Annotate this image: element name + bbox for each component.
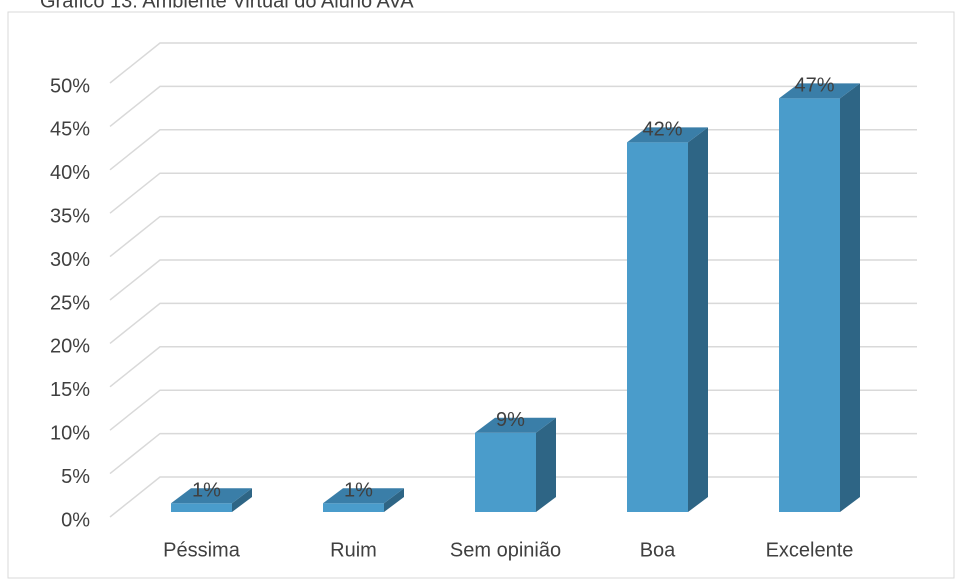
- data-label: 42%: [642, 119, 682, 141]
- data-label: 1%: [192, 479, 221, 501]
- bar-front: [779, 98, 840, 513]
- bar-front: [475, 432, 536, 512]
- bar-front: [323, 503, 384, 512]
- x-tick-label: Ruim: [330, 539, 377, 561]
- bar-top: [171, 488, 252, 504]
- y-tick-label: 5%: [61, 466, 90, 488]
- data-label: 9%: [496, 409, 525, 431]
- grid-line: [109, 85, 917, 127]
- bar-side: [688, 127, 708, 513]
- chart-title: Gráfico 13: Ambiente Virtual do Aluno AV…: [40, 0, 414, 12]
- x-tick-label: Sem opinião: [450, 539, 561, 561]
- bar: [627, 127, 708, 513]
- bar: [475, 417, 556, 512]
- y-tick-label: 45%: [50, 119, 90, 141]
- y-tick-label: 35%: [50, 205, 90, 227]
- bar-side: [232, 488, 252, 512]
- y-tick-label: 40%: [50, 162, 90, 184]
- y-tick-label: 10%: [50, 422, 90, 444]
- bar-side: [536, 417, 556, 512]
- bar-front: [627, 142, 688, 512]
- y-tick-label: 0%: [61, 509, 90, 531]
- y-tick-label: 15%: [50, 379, 90, 401]
- y-tick-label: 50%: [50, 75, 90, 97]
- bar-top: [475, 417, 556, 433]
- x-tick-label: Péssima: [163, 539, 241, 561]
- x-tick-label: Excelente: [766, 539, 854, 561]
- bar: [323, 488, 404, 512]
- y-tick-label: 25%: [50, 292, 90, 314]
- bar-side: [384, 488, 404, 512]
- grid-line: [109, 42, 917, 84]
- bar: [171, 488, 252, 512]
- data-label: 47%: [794, 75, 834, 97]
- bar-top: [627, 127, 708, 143]
- bar: [779, 83, 860, 513]
- bar-top: [323, 488, 404, 504]
- x-tick-label: Boa: [640, 539, 676, 561]
- data-label: 1%: [344, 479, 373, 501]
- bar-front: [171, 503, 232, 512]
- bar-side: [840, 83, 860, 513]
- bar-top: [779, 83, 860, 99]
- y-tick-label: 20%: [50, 336, 90, 358]
- y-tick-label: 30%: [50, 249, 90, 271]
